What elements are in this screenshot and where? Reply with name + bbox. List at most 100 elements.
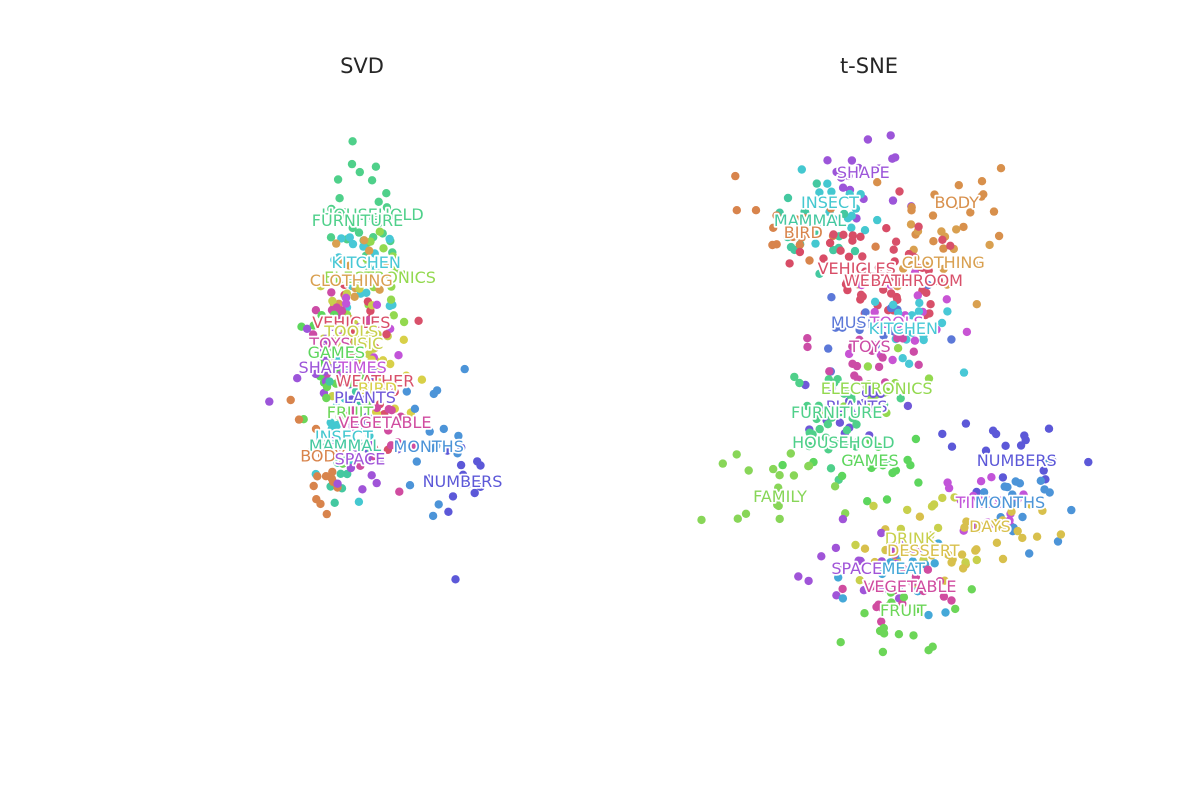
tsne-point [829, 214, 838, 224]
tsne-point [908, 328, 917, 337]
tsne-point [934, 276, 943, 285]
tsne-point [812, 414, 821, 424]
svd-point [402, 371, 411, 380]
tsne-point [910, 336, 920, 345]
tsne-point [1018, 512, 1027, 522]
tsne-point [911, 434, 921, 444]
svd-point [321, 353, 330, 363]
tsne-point [829, 230, 838, 239]
svd-point [316, 282, 325, 291]
tsne-label-times: TIMES [955, 493, 1005, 512]
tsne-point [799, 213, 809, 223]
tsne-label-mammal: MAMMAL [774, 211, 846, 230]
tsne-point [849, 410, 859, 419]
svd-point [330, 498, 339, 507]
svd-point [315, 432, 324, 441]
tsne-point [842, 426, 852, 435]
svd-point [375, 457, 384, 466]
svd-point [364, 316, 373, 325]
tsne-point [812, 179, 821, 188]
tsne-point [914, 360, 923, 369]
tsne-point [790, 372, 799, 382]
tsne-point [941, 608, 950, 617]
svd-title: SVD [340, 54, 384, 78]
svd-point [387, 212, 396, 221]
tsne-point [826, 464, 836, 473]
tsne-point [850, 371, 859, 380]
tsne-point [1007, 499, 1017, 508]
tsne-label-bathroom: BATHROOM [870, 271, 963, 290]
tsne-point [824, 445, 833, 454]
svd-point [328, 322, 338, 331]
svd-point [327, 204, 336, 214]
tsne-point [1000, 482, 1009, 491]
tsne-point [838, 584, 847, 594]
tsne-point [838, 594, 848, 603]
tsne-point [827, 379, 837, 388]
svd-point [293, 374, 302, 383]
svd-point [317, 311, 326, 320]
svd-point [362, 270, 372, 280]
tsne-point [913, 291, 922, 300]
tsne-point [1038, 506, 1047, 515]
tsne-point [847, 392, 856, 402]
tsne-point [878, 585, 887, 594]
svd-point [384, 426, 393, 435]
svd-point [332, 420, 342, 430]
tsne-point [860, 609, 869, 618]
svd-point [358, 485, 367, 494]
tsne-point [900, 311, 910, 320]
tsne-point [907, 206, 916, 215]
svd-point [402, 387, 411, 396]
tsne-point [731, 171, 740, 181]
svd-point [372, 403, 382, 413]
tsne-point [1012, 454, 1022, 464]
svd-point [405, 481, 415, 490]
tsne-point [854, 163, 863, 173]
svd-point [347, 395, 356, 404]
svd-point [348, 406, 358, 415]
tsne-point [896, 524, 906, 534]
tsne-point [867, 346, 877, 355]
tsne-point [866, 436, 875, 446]
tsne-point [969, 491, 978, 501]
svd-point [354, 497, 364, 506]
tsne-point [1039, 466, 1048, 475]
svd-point [357, 336, 367, 346]
tsne-point [827, 413, 836, 422]
tsne-point [751, 206, 761, 215]
tsne-point [805, 256, 814, 265]
tsne-point [775, 471, 784, 480]
tsne-point [775, 514, 784, 524]
tsne-point [867, 463, 876, 473]
tsne-point [874, 600, 883, 609]
tsne-point [877, 557, 886, 566]
svd-point [393, 438, 402, 447]
tsne-point [803, 342, 812, 352]
svd-point [327, 363, 337, 373]
svd-point [326, 418, 335, 427]
tsne-point [867, 582, 876, 591]
tsne-point [981, 446, 991, 455]
tsne-point [794, 572, 803, 581]
svd-point [340, 280, 349, 289]
tsne-point [1001, 441, 1010, 450]
svd-point [380, 386, 389, 396]
tsne-point [874, 164, 884, 173]
tsne-point [864, 387, 873, 396]
svd-label-household: HOUSEHOLD [321, 205, 423, 224]
tsne-point [891, 378, 900, 388]
tsne-point [819, 254, 828, 263]
tsne-point [914, 222, 923, 231]
tsne-point [882, 495, 892, 504]
svd-label-fruit: FRUIT [327, 403, 374, 422]
tsne-point [1019, 490, 1028, 499]
tsne-point [859, 586, 869, 595]
tsne-point [1056, 530, 1066, 539]
svd-point [348, 420, 358, 429]
svd-point [365, 431, 374, 440]
svd-label-times: TIMES [337, 358, 387, 377]
tsne-point [861, 267, 870, 276]
tsne-point [895, 539, 904, 549]
tsne-point [1011, 477, 1020, 486]
